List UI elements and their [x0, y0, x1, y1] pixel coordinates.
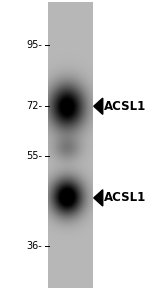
Text: ACSL1: ACSL1 [104, 100, 147, 113]
Text: 55-: 55- [26, 151, 42, 161]
Text: 72-: 72- [26, 101, 42, 111]
Polygon shape [94, 190, 103, 206]
Text: 95-: 95- [26, 40, 42, 50]
Text: 36-: 36- [26, 241, 42, 251]
Polygon shape [94, 98, 103, 114]
Text: ACSL1: ACSL1 [104, 191, 147, 204]
